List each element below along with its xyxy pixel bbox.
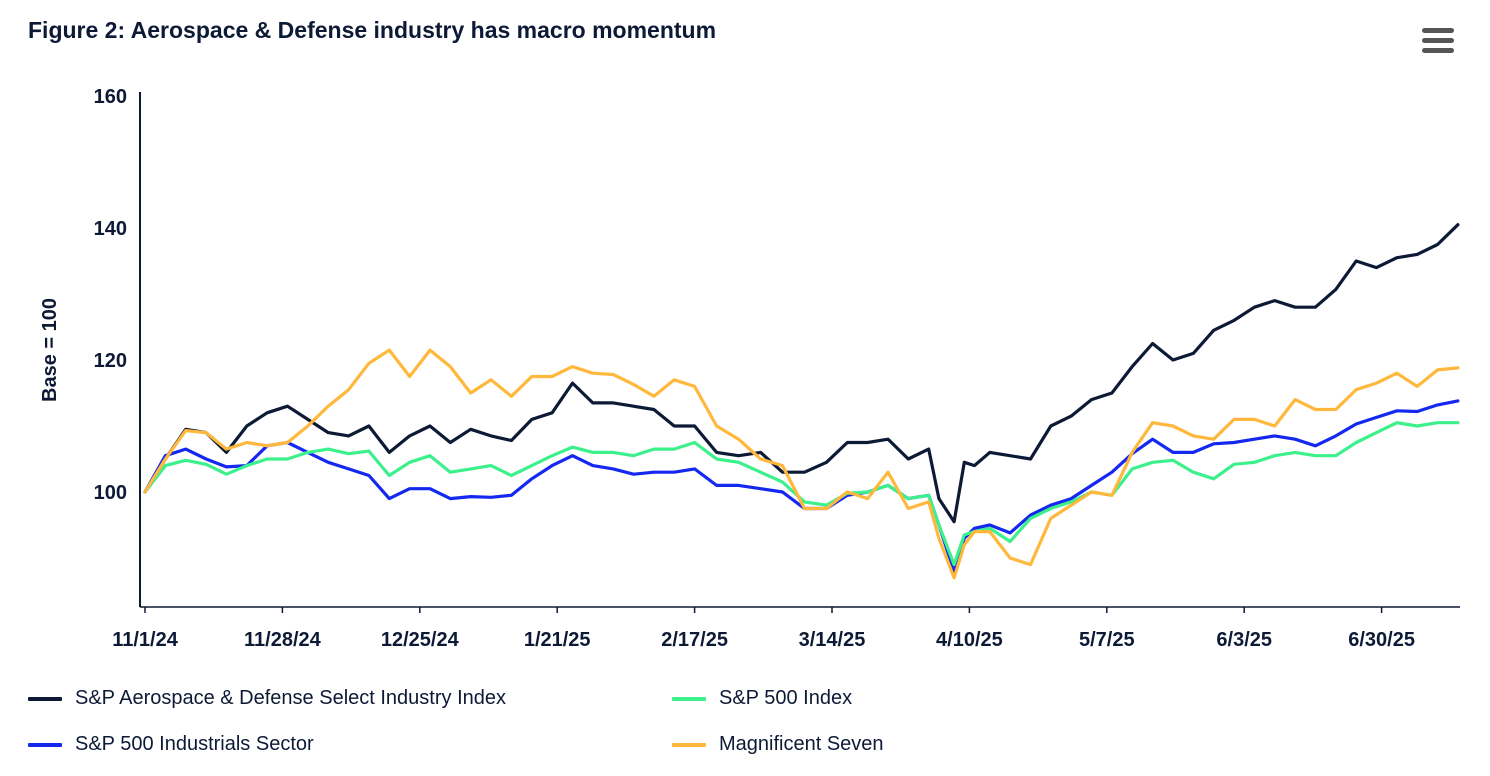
x-tick-label: 11/28/24 [244,629,322,651]
x-tick-label: 12/25/24 [381,629,460,651]
x-tick-label: 11/1/24 [112,629,179,651]
legend-swatch [28,696,62,701]
series-line-s-p-aerospace-defense-select-industry-index [143,223,1460,524]
legend-label: S&P 500 Industrials Sector [75,733,314,755]
y-axis-title: Base = 100 [39,298,61,402]
y-tick-label: 100 [94,482,127,504]
legend-swatch [28,742,62,747]
legend-label: S&P Aerospace & Defense Select Industry … [75,687,506,709]
legend-item-industrials[interactable]: S&P 500 Industrials Sector [28,733,314,756]
legend-item-sp500[interactable]: S&P 500 Index [672,687,852,710]
y-tick-label: 140 [94,218,127,240]
x-tick-label: 5/7/25 [1079,629,1135,651]
legend-item-aerospace-defense[interactable]: S&P Aerospace & Defense Select Industry … [28,687,506,710]
legend-item-magnificent-seven[interactable]: Magnificent Seven [672,733,884,756]
x-tick-label: 6/3/25 [1216,629,1272,651]
y-tick-label: 120 [94,350,127,372]
y-tick-label: 160 [94,86,127,108]
series-line-s-p-500-index [143,421,1460,567]
x-tick-label: 6/30/25 [1348,629,1415,651]
x-tick-label: 2/17/25 [661,629,728,651]
x-tick-label: 1/21/25 [524,629,591,651]
chart-title: Figure 2: Aerospace & Defense industry h… [28,17,717,43]
hamburger-menu-icon[interactable] [1420,28,1456,56]
legend-label: S&P 500 Index [719,687,853,709]
legend-label: Magnificent Seven [719,733,884,755]
legend-swatch [672,742,706,747]
series-line-magnificent-seven [143,348,1460,580]
x-tick-label: 3/14/25 [799,629,866,651]
legend-swatch [672,696,706,701]
x-tick-label: 4/10/25 [936,629,1003,651]
series-line-s-p-500-industrials-sector [143,399,1460,573]
